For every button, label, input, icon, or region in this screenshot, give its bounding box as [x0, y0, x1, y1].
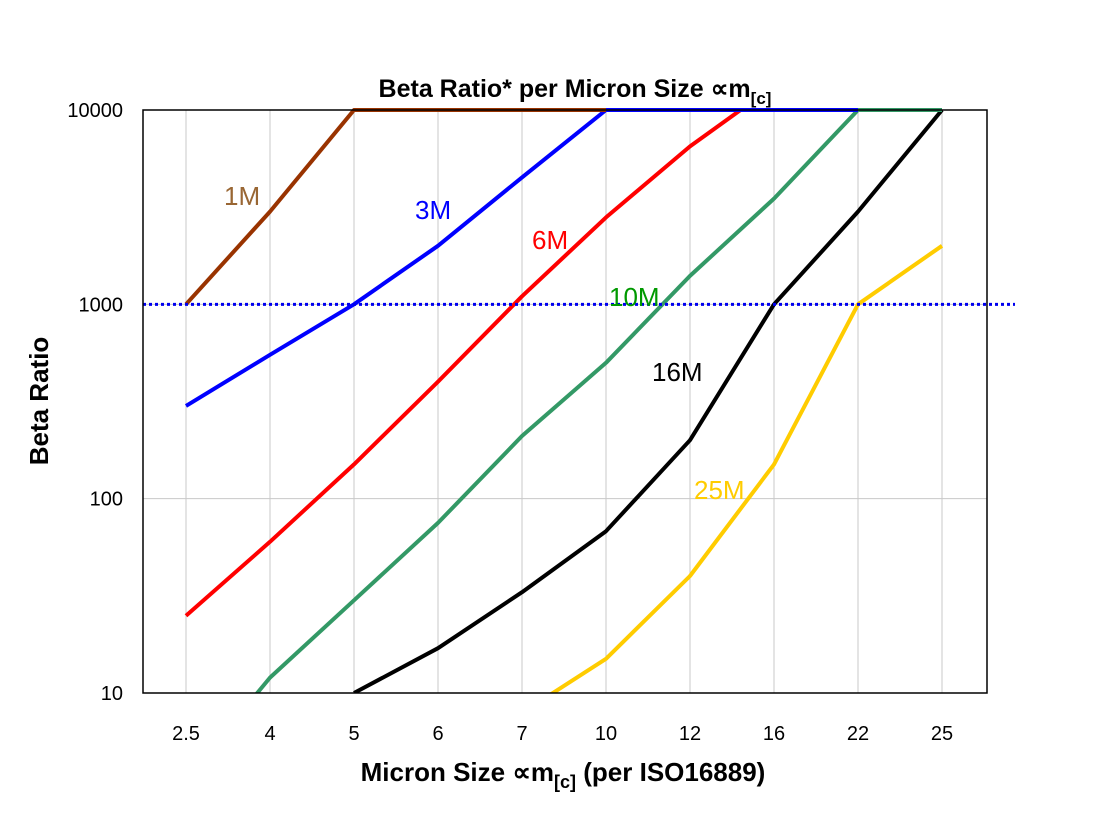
- x-tick-label: 12: [679, 723, 701, 745]
- series-label-16M: 16M: [652, 357, 703, 387]
- y-tick-label: 100: [90, 489, 123, 511]
- x-tick-label: 25: [931, 723, 953, 745]
- y-tick-label: 10000: [67, 100, 123, 122]
- x-tick-label: 10: [595, 723, 617, 745]
- y-tick-label: 1000: [79, 294, 124, 316]
- series-label-3M: 3M: [415, 195, 451, 225]
- y-axis-title: Beta Ratio: [24, 337, 54, 466]
- x-tick-label: 5: [348, 723, 359, 745]
- plot-area-border: [142, 109, 988, 694]
- y-tick-label: 10: [101, 683, 123, 705]
- y-tick-labels: 10 100 1000 10000: [67, 100, 123, 705]
- x-tick-label: 6: [432, 723, 443, 745]
- series-line-25M: [549, 244, 944, 693]
- series-line-10M: [254, 108, 942, 693]
- series-label-25M: 25M: [694, 475, 745, 505]
- x-tick-label: 22: [847, 723, 869, 745]
- series-label-1M: 1M: [224, 181, 260, 211]
- series-line-16M: [353, 108, 944, 693]
- x-tick-label: 4: [264, 723, 275, 745]
- grid: [143, 109, 987, 694]
- x-tick-label: 2.5: [172, 723, 200, 745]
- x-axis-title: Micron Size ∝m[c] (per ISO16889): [361, 757, 766, 792]
- series-label-6M: 6M: [532, 225, 568, 255]
- x-tick-label: 7: [516, 723, 527, 745]
- series-label-10M: 10M: [609, 282, 660, 312]
- series-labels: 25M 16M 10M 6M 3M 1M: [224, 181, 745, 505]
- x-tick-labels: 2.5 4 5 6 7 10 12 16 22 25: [172, 723, 953, 745]
- series-line-6M: [184, 108, 747, 618]
- chart-title: Beta Ratio* per Micron Size ∝m[c]: [379, 75, 772, 108]
- x-tick-label: 16: [763, 723, 785, 745]
- series-lines: [184, 108, 944, 693]
